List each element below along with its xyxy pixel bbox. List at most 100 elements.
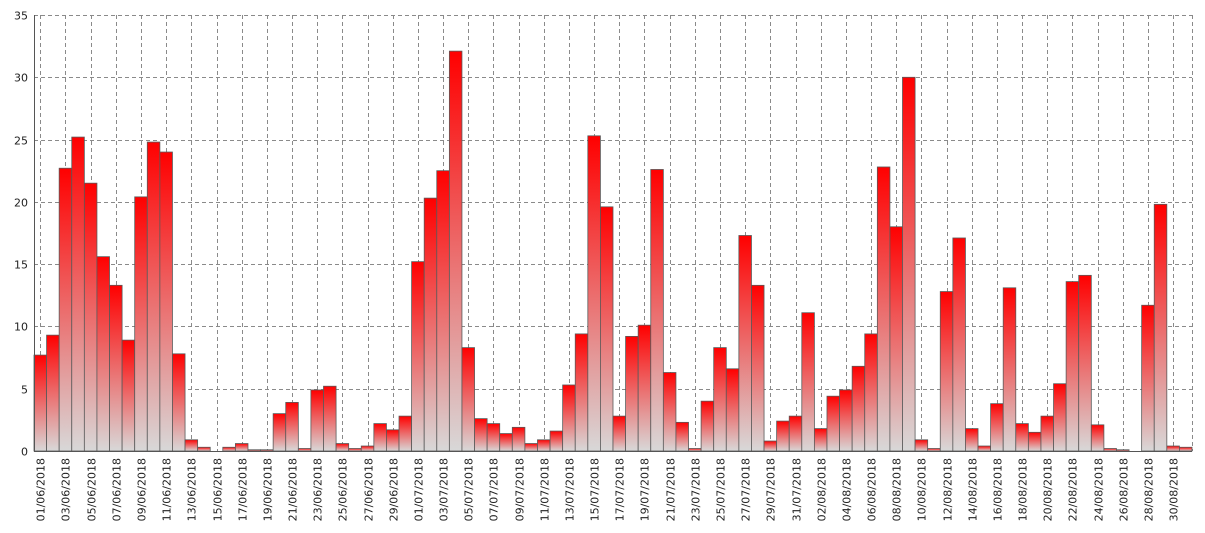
bar-24/07/2018 xyxy=(700,400,715,452)
x-tick-label: 17/06/2018 xyxy=(237,458,250,521)
x-tick-label: 28/08/2018 xyxy=(1143,458,1156,521)
bar-30/08/2018 xyxy=(1166,445,1180,452)
bar-19/08/2018 xyxy=(1027,431,1042,452)
bar-09/06/2018 xyxy=(134,196,148,452)
bar-23/07/2018 xyxy=(688,448,702,452)
bar-06/08/2018 xyxy=(864,333,878,452)
x-tick-label: 09/06/2018 xyxy=(136,458,149,521)
bar-29/08/2018 xyxy=(1153,203,1168,452)
bar-10/07/2018 xyxy=(524,443,538,452)
bar-01/07/2018 xyxy=(411,261,425,452)
bar-23/08/2018 xyxy=(1078,274,1092,452)
bar-10/08/2018 xyxy=(914,439,929,452)
bar-19/06/2018 xyxy=(260,449,274,452)
y-tick-label: 35 xyxy=(14,10,28,23)
x-tick-label: 02/08/2018 xyxy=(816,458,829,521)
y-tick-label: 5 xyxy=(21,384,28,397)
x-tick-label: 08/08/2018 xyxy=(891,458,904,521)
bar-04/08/2018 xyxy=(839,389,853,452)
bar-10/06/2018 xyxy=(146,141,161,452)
x-tick-label: 23/06/2018 xyxy=(312,458,325,521)
bar-22/08/2018 xyxy=(1065,281,1080,452)
bar-07/08/2018 xyxy=(876,166,891,452)
bar-13/07/2018 xyxy=(562,384,576,452)
y-tick-label: 25 xyxy=(14,135,28,148)
bar-11/07/2018 xyxy=(537,439,551,452)
y-tick-label: 0 xyxy=(21,446,28,459)
bar-03/06/2018 xyxy=(58,167,73,452)
bar-12/07/2018 xyxy=(549,430,564,452)
x-tick-label: 27/06/2018 xyxy=(363,458,376,521)
bars xyxy=(33,50,1193,452)
bar-26/06/2018 xyxy=(348,448,362,452)
x-tick-label: 25/07/2018 xyxy=(715,458,728,521)
bar-15/07/2018 xyxy=(587,135,601,452)
bar-22/07/2018 xyxy=(675,421,689,452)
bar-05/08/2018 xyxy=(851,365,866,452)
bar-19/07/2018 xyxy=(637,324,652,452)
x-tick-label: 13/06/2018 xyxy=(186,458,199,521)
bar-27/07/2018 xyxy=(738,235,752,452)
bar-13/06/2018 xyxy=(184,439,199,452)
bar-21/08/2018 xyxy=(1053,383,1067,452)
x-tick-label: 14/08/2018 xyxy=(967,458,980,521)
bar-03/07/2018 xyxy=(436,170,450,452)
bar-16/08/2018 xyxy=(990,403,1004,452)
bar-20/06/2018 xyxy=(272,413,287,452)
bar-05/06/2018 xyxy=(83,182,98,452)
bar-12/06/2018 xyxy=(172,353,186,452)
bar-20/07/2018 xyxy=(650,169,664,452)
y-tick-label: 20 xyxy=(14,197,28,210)
x-tick-label: 03/07/2018 xyxy=(438,458,451,521)
bar-02/06/2018 xyxy=(46,334,60,452)
y-tick-labels: 0 5 10 15 20 25 30 35 xyxy=(14,10,28,459)
x-tick-label: 13/07/2018 xyxy=(564,458,577,521)
bar-14/06/2018 xyxy=(197,446,211,452)
bar-28/08/2018 xyxy=(1141,304,1155,452)
bar-12/08/2018 xyxy=(939,291,954,452)
bar-23/06/2018 xyxy=(310,389,324,452)
x-tick-label: 27/07/2018 xyxy=(740,458,753,521)
x-tick-label: 04/08/2018 xyxy=(841,458,854,521)
bar-01/08/2018 xyxy=(801,312,815,452)
bar-02/07/2018 xyxy=(423,197,438,452)
bar-04/07/2018 xyxy=(448,50,463,452)
x-tick-label: 09/07/2018 xyxy=(514,458,527,521)
x-tick-label: 29/06/2018 xyxy=(388,458,401,521)
bar-07/07/2018 xyxy=(486,423,501,452)
x-tick-label: 11/07/2018 xyxy=(539,458,552,521)
x-tick-label: 20/08/2018 xyxy=(1042,458,1055,521)
bar-17/07/2018 xyxy=(612,415,626,452)
bar-16/06/2018 xyxy=(222,446,236,452)
bar-20/08/2018 xyxy=(1040,415,1054,452)
x-tick-label: 23/07/2018 xyxy=(690,458,703,521)
x-tick-label: 30/08/2018 xyxy=(1168,458,1181,521)
bar-06/06/2018 xyxy=(96,256,110,452)
x-tick-label: 03/06/2018 xyxy=(60,458,73,521)
bar-30/07/2018 xyxy=(776,420,790,452)
bar-11/08/2018 xyxy=(927,448,941,452)
bar-11/06/2018 xyxy=(159,151,173,452)
y-tick-label: 10 xyxy=(14,321,28,334)
y-tick-label: 15 xyxy=(14,259,28,272)
bar-18/08/2018 xyxy=(1015,423,1029,452)
bar-22/06/2018 xyxy=(297,448,312,452)
x-tick-label: 07/06/2018 xyxy=(111,458,124,521)
bar-31/08/2018 xyxy=(1179,446,1193,452)
x-tick-label: 25/06/2018 xyxy=(337,458,350,521)
bar-07/06/2018 xyxy=(109,284,123,452)
x-tick-label: 16/08/2018 xyxy=(992,458,1005,521)
bar-29/06/2018 xyxy=(386,429,400,452)
x-tick-label: 17/07/2018 xyxy=(614,458,627,521)
x-tick-label: 05/06/2018 xyxy=(86,458,99,521)
axes xyxy=(34,15,1192,452)
x-tick-label: 18/08/2018 xyxy=(1017,458,1030,521)
bar-14/08/2018 xyxy=(965,428,979,452)
bar-08/08/2018 xyxy=(889,226,903,452)
bar-29/07/2018 xyxy=(763,440,778,452)
bar-08/06/2018 xyxy=(121,339,136,452)
bar-04/06/2018 xyxy=(71,136,85,452)
bar-24/06/2018 xyxy=(323,385,337,452)
bar-18/07/2018 xyxy=(625,335,639,452)
x-tick-label: 22/08/2018 xyxy=(1067,458,1080,521)
